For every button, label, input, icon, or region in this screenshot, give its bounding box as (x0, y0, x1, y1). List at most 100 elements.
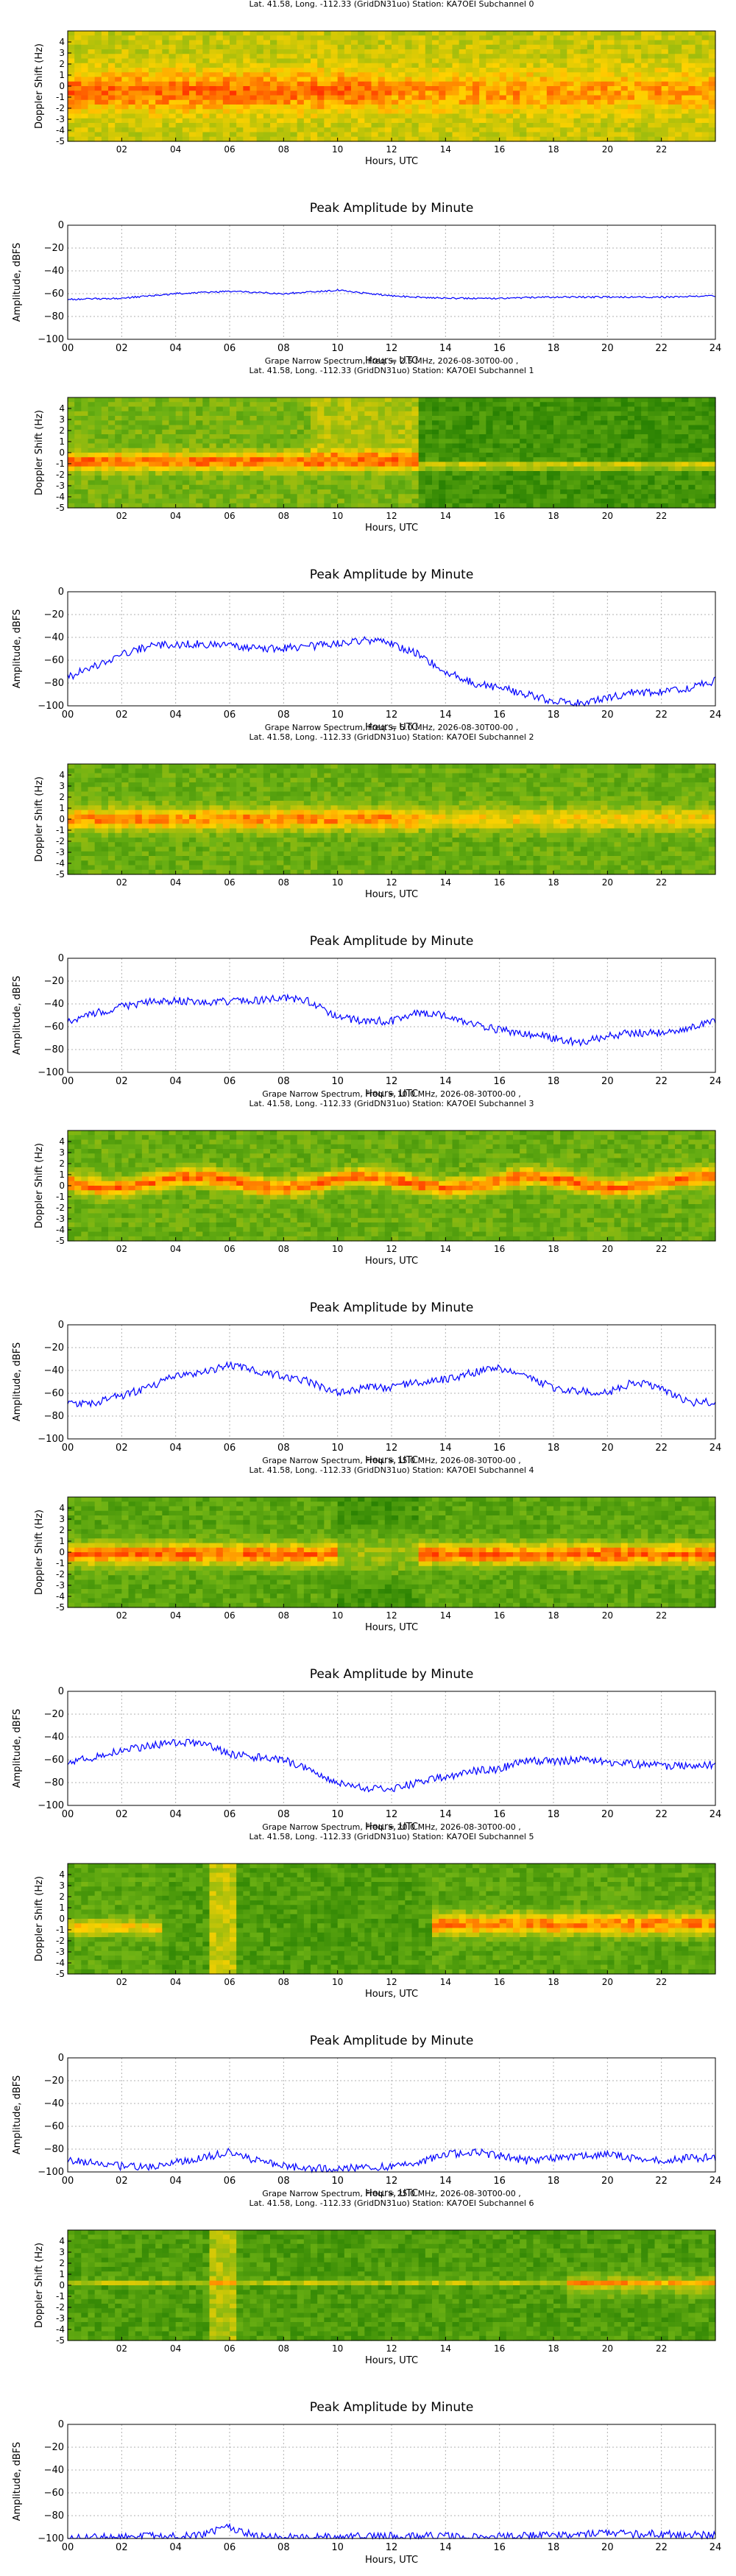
spectrogram-cell (101, 764, 109, 769)
spectrogram-cell (297, 397, 305, 403)
spectrogram-cell (121, 475, 130, 481)
spectrogram-cell (567, 406, 575, 412)
spectrogram-cell (392, 77, 399, 82)
spectrogram-cell (378, 480, 386, 486)
spectrogram-cell (425, 31, 433, 36)
spectrogram-cell (418, 406, 426, 412)
spectrogram-cell (101, 416, 109, 421)
spectrogram-cell (452, 68, 460, 73)
spectrogram-cell (392, 439, 399, 445)
spectrogram-cell (101, 480, 109, 486)
spectrogram-cell (573, 447, 581, 453)
spectrogram-cell (303, 484, 311, 490)
spectrogram-cell (196, 81, 203, 87)
spectrogram-cell (607, 132, 615, 138)
spectrogram-cell (634, 480, 642, 486)
spectrogram-cell (392, 434, 399, 439)
spectrogram-cell (141, 443, 149, 449)
spectrogram-cell (222, 429, 230, 435)
spectrogram-cell (277, 475, 284, 481)
spectrogram-cell (68, 397, 75, 403)
spectrogram-cell (175, 498, 183, 504)
spectrogram-cell (425, 72, 433, 78)
spectrogram-cell (520, 91, 527, 96)
spectrogram-cell (209, 453, 217, 458)
spectrogram-cell (506, 54, 514, 60)
spectrogram-cell (283, 457, 291, 463)
spectrogram-cell (459, 484, 467, 490)
spectrogram-cell (580, 113, 588, 119)
spectrogram-cell (149, 402, 156, 408)
spectrogram-cell (243, 99, 251, 105)
spectrogram-cell (351, 132, 358, 138)
spectrogram-cell (634, 411, 642, 417)
spectrogram-cell (128, 132, 136, 138)
spectrogram-cell (358, 480, 365, 486)
spectrogram-cell (492, 471, 500, 476)
spectrogram-cell (196, 68, 203, 73)
spectrogram-cell (344, 439, 352, 445)
spectrogram-cell (594, 35, 601, 41)
spectrogram-cell (439, 406, 446, 412)
spectrogram-cell (553, 411, 561, 417)
spectrogram-cell (236, 35, 244, 41)
spectrogram-cell (243, 402, 251, 408)
spectrogram-cell (688, 113, 696, 119)
spectrogram-cell (513, 44, 520, 50)
spectrogram-cell (88, 397, 96, 403)
spectrogram-cell (486, 498, 494, 504)
spectrogram-cell (364, 420, 372, 426)
spectrogram-cell (701, 453, 710, 458)
spectrogram-cell (594, 443, 601, 449)
spectrogram-cell (539, 406, 548, 412)
spectrogram-cell (128, 420, 136, 426)
spectrogram-cell (68, 819, 75, 824)
spectrogram-cell (68, 63, 75, 68)
spectrogram-cell (290, 58, 298, 64)
spectrogram-cell (682, 420, 689, 426)
spectrogram-cell (324, 99, 332, 105)
spectrogram-cell (108, 439, 116, 445)
spectrogram-cell (115, 434, 122, 439)
spectrogram-cell (290, 443, 298, 449)
spectrogram-cell (601, 31, 608, 36)
spectrogram-cell (675, 411, 682, 417)
spectrogram-cell (546, 397, 554, 403)
spectrogram-cell (141, 402, 149, 408)
spectrogram-cell (68, 851, 75, 857)
spectrogram-cell (452, 54, 460, 60)
spectrogram-cell (74, 773, 82, 779)
spectrogram-cell (459, 31, 467, 36)
spectrogram-cell (196, 123, 203, 128)
spectrogram-cell (250, 40, 258, 46)
spectrogram-cell (250, 95, 258, 101)
spectrogram-cell (708, 132, 716, 138)
spectrogram-cell (661, 49, 669, 54)
spectrogram-cell (108, 466, 116, 472)
spectrogram-cell (121, 136, 130, 142)
spectrogram-cell (182, 402, 190, 408)
spectrogram-cell (182, 77, 190, 82)
spectrogram-cell (675, 503, 682, 509)
spectrogram-cell (202, 49, 210, 54)
spectrogram-cell (445, 99, 453, 105)
spectrogram-cell (169, 411, 177, 417)
spectrogram-cell (492, 425, 500, 431)
spectrogram-cell (330, 54, 339, 60)
spectrogram-cell (303, 105, 311, 110)
spectrogram-cell (189, 498, 197, 504)
spectrogram-cell (620, 429, 629, 435)
spectrogram-cell (182, 411, 190, 417)
spectrogram-cell (169, 105, 177, 110)
spectrogram-cell (384, 406, 392, 412)
spectrogram-cell (256, 132, 264, 138)
spectrogram-cell (351, 77, 358, 82)
spectrogram-cell (486, 105, 494, 110)
spectrogram-cell (418, 434, 426, 439)
spectrogram-cell (520, 397, 527, 403)
spectrogram-cell (270, 109, 277, 115)
spectrogram-cell (411, 91, 420, 96)
spectrogram-cell (452, 86, 460, 91)
spectrogram-cell (149, 434, 156, 439)
spectrogram-cell (182, 95, 190, 101)
